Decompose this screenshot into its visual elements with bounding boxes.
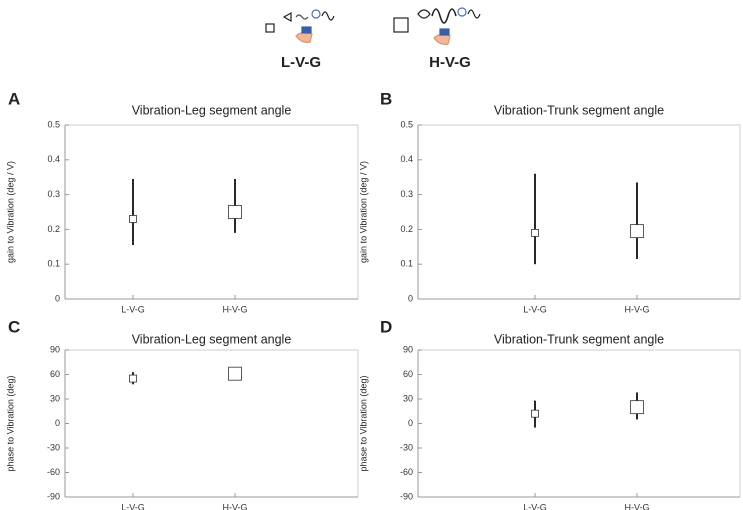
legend-label: H-V-G <box>429 54 471 71</box>
panel-title: Vibration-Leg segment angle <box>132 103 292 117</box>
mean-marker <box>129 215 137 223</box>
mean-marker <box>630 400 644 415</box>
y-tick-label: 30 <box>50 393 60 403</box>
y-tick-label: 60 <box>403 369 413 379</box>
y-axis-label: gain to Vibration (deg / V) <box>358 161 368 263</box>
x-tick-label: H-V-G <box>222 502 247 510</box>
panel-letter: C <box>8 317 20 336</box>
y-tick-label: 90 <box>403 344 413 354</box>
mean-marker <box>129 374 137 383</box>
mean-marker <box>531 409 539 418</box>
y-tick-label: 0.5 <box>400 119 413 129</box>
y-tick-label: 0.1 <box>47 259 60 269</box>
panel-letter: A <box>8 89 20 108</box>
y-tick-label: 0.2 <box>47 224 60 234</box>
panel-title: Vibration-Trunk segment angle <box>494 332 664 346</box>
panel-letter: D <box>380 317 392 336</box>
y-tick-label: -60 <box>400 467 413 477</box>
y-tick-label: 0 <box>408 293 413 303</box>
y-tick-label: 0.4 <box>400 154 413 164</box>
panel-title: Vibration-Trunk segment angle <box>494 103 664 117</box>
x-tick-label: L-V-G <box>121 502 145 510</box>
y-tick-label: 0 <box>55 293 60 303</box>
y-axis-label: phase to Vibration (deg) <box>358 376 368 472</box>
mean-marker <box>531 228 539 237</box>
y-tick-label: 0.5 <box>47 119 60 129</box>
y-tick-label: 0.1 <box>400 259 413 269</box>
y-tick-label: 0.4 <box>47 154 60 164</box>
y-tick-label: 0 <box>55 418 60 428</box>
y-tick-label: -90 <box>47 491 60 501</box>
y-tick-label: 0.3 <box>400 189 413 199</box>
panel-letter: B <box>380 89 392 108</box>
mean-marker <box>228 366 242 381</box>
legend-label: L-V-G <box>281 54 321 71</box>
y-tick-label: 90 <box>50 344 60 354</box>
y-axis-label: phase to Vibration (deg) <box>5 376 15 472</box>
mean-marker <box>228 205 242 219</box>
y-tick-label: -30 <box>47 442 60 452</box>
y-axis-label: gain to Vibration (deg / V) <box>5 161 15 263</box>
y-tick-label: 0.3 <box>47 189 60 199</box>
x-tick-label: L-V-G <box>523 304 547 314</box>
x-tick-label: H-V-G <box>624 304 649 314</box>
y-tick-label: 0.2 <box>400 224 413 234</box>
y-tick-label: -90 <box>400 491 413 501</box>
mean-marker <box>630 224 644 239</box>
x-tick-label: H-V-G <box>624 502 649 510</box>
x-tick-label: L-V-G <box>121 304 145 314</box>
x-tick-label: H-V-G <box>222 304 247 314</box>
panel-title: Vibration-Leg segment angle <box>132 332 292 346</box>
y-tick-label: 30 <box>403 393 413 403</box>
x-tick-label: L-V-G <box>523 502 547 510</box>
y-tick-label: 0 <box>408 418 413 428</box>
y-tick-label: -60 <box>47 467 60 477</box>
y-tick-label: -30 <box>400 442 413 452</box>
y-tick-label: 60 <box>50 369 60 379</box>
legend-icons <box>265 7 481 45</box>
